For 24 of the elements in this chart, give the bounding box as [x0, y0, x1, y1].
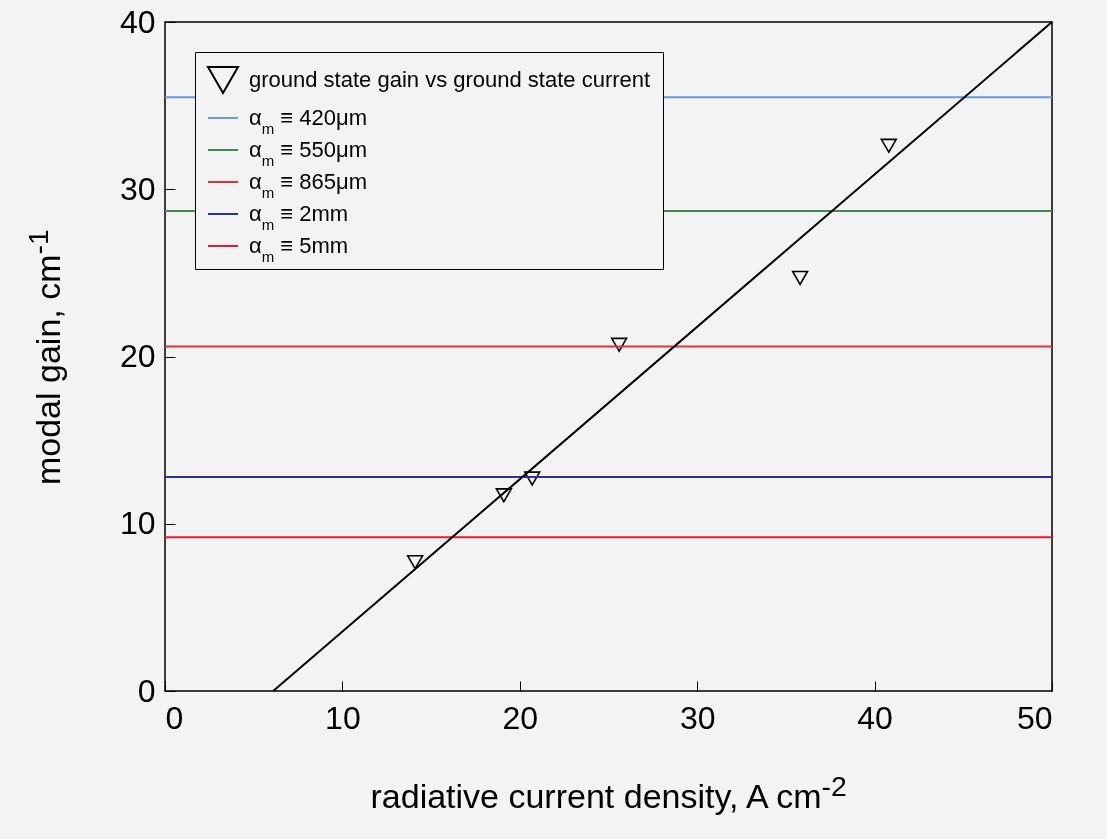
legend-label: α$_{m}$ ≡ 5mm: [249, 233, 349, 265]
x-tick-label: 50: [1016, 699, 1053, 736]
x-axis-title: radiative current density, A cm$^{-2}$: [370, 770, 847, 817]
x-tick-label: 20: [502, 699, 539, 736]
y-tick-label: 30: [119, 170, 156, 207]
point: [495, 488, 513, 503]
y-tick-label: 10: [119, 505, 156, 542]
legend-label: α$_{m}$ ≡ 2mm: [249, 201, 349, 233]
legend-label: α$_{m}$ ≡ 865μm: [249, 169, 367, 201]
y-tick-label: 40: [119, 3, 156, 40]
x-tick-label: 10: [325, 699, 361, 736]
legend-label: α$_{m}$ ≡ 550μm: [249, 137, 367, 169]
x-tick-label: 30: [679, 699, 716, 736]
point: [610, 337, 628, 353]
point: [406, 554, 424, 570]
point: [524, 471, 541, 486]
x-tick-label: 40: [857, 699, 893, 736]
legend-label: α$_{m}$ ≡ 420μm: [249, 105, 367, 137]
point: [791, 270, 809, 286]
y-tick-label: 0: [137, 672, 156, 709]
y-tick-label: 20: [119, 338, 156, 374]
legend-label: ground state gain vs ground state current: [249, 67, 651, 92]
x-tick-label: 0: [165, 699, 184, 736]
point: [880, 138, 898, 153]
